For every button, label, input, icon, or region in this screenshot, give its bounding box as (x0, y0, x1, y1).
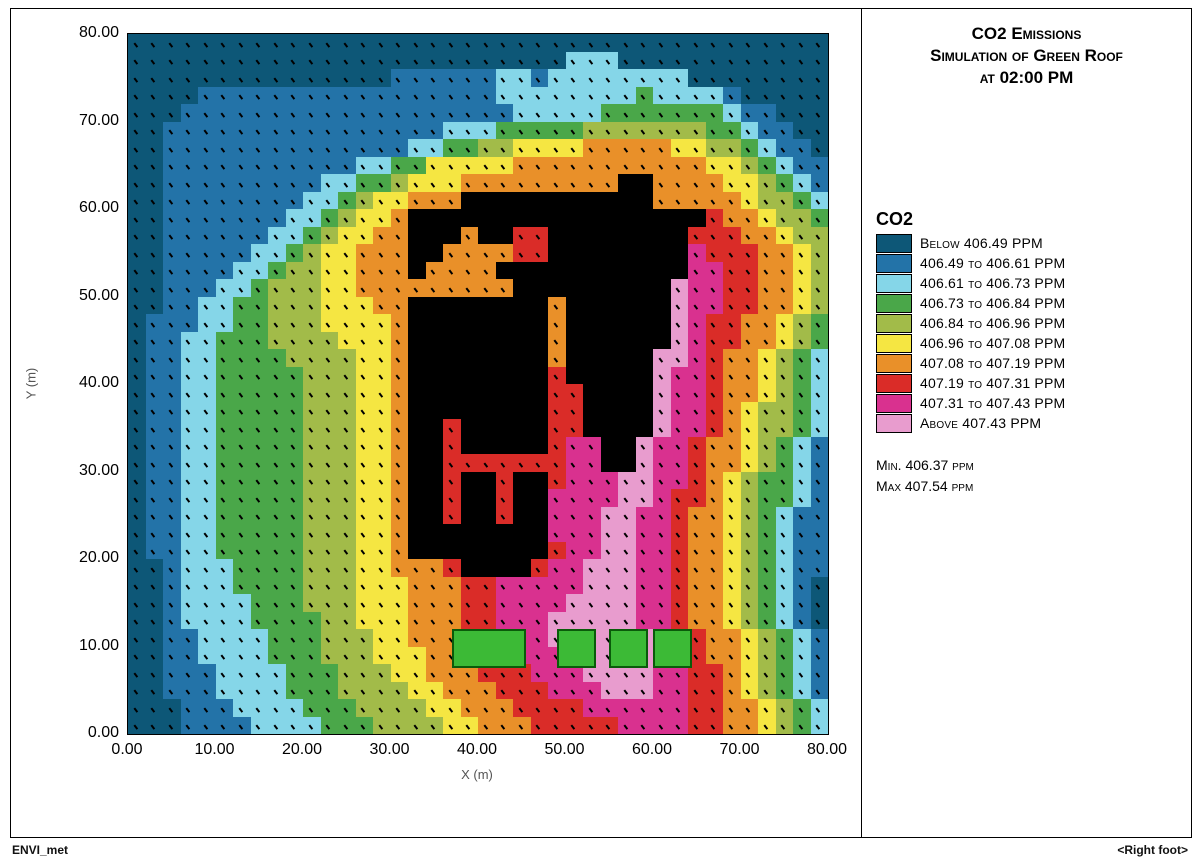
legend-swatch (876, 294, 912, 313)
legend-row: 406.96 to 407.08 PPM (876, 334, 1177, 353)
legend-swatch (876, 354, 912, 373)
green-roof-block (609, 629, 648, 668)
y-tick: 40.00 (79, 374, 119, 392)
chart-area (127, 33, 829, 735)
x-tick: 40.00 (457, 741, 497, 759)
legend-rows: Below 406.49 PPM 406.49 to 406.61 PPM 406.… (876, 234, 1177, 433)
legend-swatch (876, 374, 912, 393)
legend-row: 406.73 to 406.84 PPM (876, 294, 1177, 313)
x-tick: 30.00 (369, 741, 409, 759)
legend-swatch (876, 314, 912, 333)
legend-label: 406.61 to 406.73 PPM (920, 276, 1065, 291)
legend-panel: CO2 Emissions Simulation of Green Roof a… (862, 9, 1191, 837)
x-tick: 10.00 (194, 741, 234, 759)
legend-swatch (876, 274, 912, 293)
x-axis-title: X (m) (127, 767, 827, 782)
green-roof-block (557, 629, 596, 668)
y-tick: 0.00 (88, 724, 119, 742)
legend-label: Above 407.43 PPM (920, 416, 1041, 431)
legend-label: 407.08 to 407.19 PPM (920, 356, 1065, 371)
legend-row: 407.31 to 407.43 PPM (876, 394, 1177, 413)
y-tick: 30.00 (79, 462, 119, 480)
footer-right: <Right foot> (1117, 843, 1188, 857)
legend-row: 406.61 to 406.73 PPM (876, 274, 1177, 293)
y-axis-title-wrap: Y (m) (21, 33, 41, 733)
x-tick: 50.00 (544, 741, 584, 759)
legend-row: Below 406.49 PPM (876, 234, 1177, 253)
legend-row: 406.49 to 406.61 PPM (876, 254, 1177, 273)
legend-label: 406.84 to 406.96 PPM (920, 316, 1065, 331)
green-roof-block (653, 629, 692, 668)
legend-title: CO2 (876, 209, 1177, 230)
legend-swatch (876, 234, 912, 253)
chart-title: CO2 Emissions Simulation of Green Roof a… (876, 23, 1177, 89)
title-line1: CO2 Emissions (876, 23, 1177, 45)
plot-panel: Y (m) 0.00 10.00 20.00 30.00 40.00 50.00 60.00… (11, 9, 862, 837)
stat-min: Min. 406.37 ppm (876, 455, 1177, 476)
x-tick: 0.00 (111, 741, 142, 759)
x-tick: 70.00 (719, 741, 759, 759)
legend-swatch (876, 254, 912, 273)
y-axis-title: Y (m) (24, 367, 39, 399)
legend-label: 407.31 to 407.43 PPM (920, 396, 1065, 411)
legend: CO2 Below 406.49 PPM 406.49 to 406.61 PPM… (876, 209, 1177, 433)
legend-row: 407.08 to 407.19 PPM (876, 354, 1177, 373)
legend-swatch (876, 334, 912, 353)
legend-row: Above 407.43 PPM (876, 414, 1177, 433)
legend-swatch (876, 414, 912, 433)
title-line3: at 02:00 PM (876, 67, 1177, 89)
title-line2: Simulation of Green Roof (876, 45, 1177, 67)
footer-left: ENVI_met (12, 843, 68, 857)
x-tick: 20.00 (282, 741, 322, 759)
figure-frame: Y (m) 0.00 10.00 20.00 30.00 40.00 50.00 60.00… (10, 8, 1192, 838)
y-tick: 80.00 (79, 24, 119, 42)
legend-label: 406.96 to 407.08 PPM (920, 336, 1065, 351)
y-tick: 60.00 (79, 199, 119, 217)
y-axis: 0.0010.0020.0030.0040.0050.0060.0070.008… (61, 33, 127, 733)
y-tick: 10.00 (79, 637, 119, 655)
legend-label: 406.73 to 406.84 PPM (920, 296, 1065, 311)
y-tick: 20.00 (79, 549, 119, 567)
green-roof-block (452, 629, 526, 668)
legend-swatch (876, 394, 912, 413)
stats: Min. 406.37 ppm Max 407.54 ppm (876, 455, 1177, 497)
y-tick: 50.00 (79, 287, 119, 305)
legend-label: Below 406.49 PPM (920, 236, 1043, 251)
y-tick: 70.00 (79, 112, 119, 130)
stat-max: Max 407.54 ppm (876, 476, 1177, 497)
legend-label: 406.49 to 406.61 PPM (920, 256, 1065, 271)
legend-label: 407.19 to 407.31 PPM (920, 376, 1065, 391)
x-tick: 60.00 (632, 741, 672, 759)
x-tick: 80.00 (807, 741, 847, 759)
legend-row: 406.84 to 406.96 PPM (876, 314, 1177, 333)
legend-row: 407.19 to 407.31 PPM (876, 374, 1177, 393)
